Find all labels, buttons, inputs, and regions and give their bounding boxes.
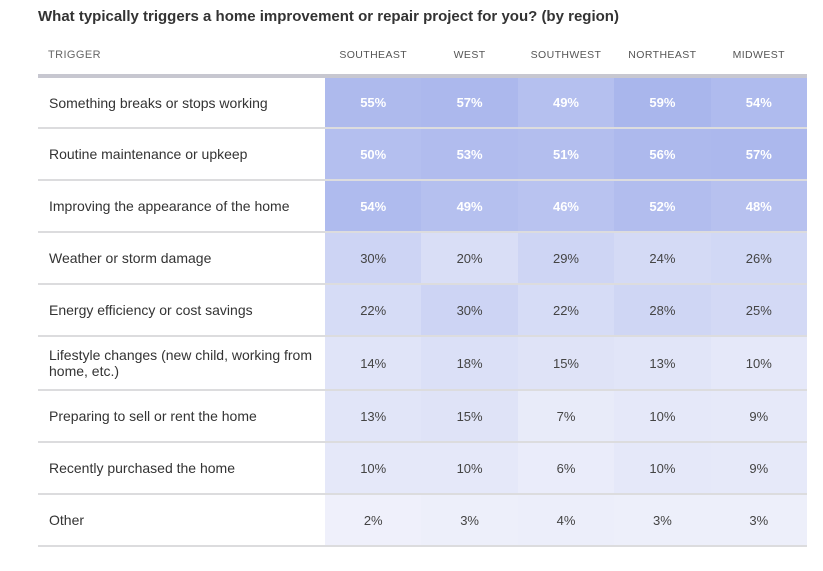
heat-cell: 51%	[517, 128, 615, 180]
trigger-label: Something breaks or stops working	[49, 94, 268, 111]
heat-cell: 48%	[710, 180, 807, 232]
column-header-west: WEST	[453, 49, 486, 61]
trigger-label: Preparing to sell or rent the home	[49, 408, 257, 424]
trigger-label: Energy efficiency or cost savings	[49, 302, 253, 318]
heat-cell: 57%	[421, 76, 518, 128]
column-header-southeast: SOUTHEAST	[339, 49, 408, 61]
heat-cell: 59%	[614, 76, 711, 128]
heat-cell: 49%	[421, 180, 518, 232]
heat-cell: 9%	[710, 442, 807, 494]
table-row: Lifestyle changes (new child, working fr…	[38, 336, 807, 390]
heat-cell: 6%	[517, 442, 615, 494]
heat-cell: 10%	[614, 390, 711, 442]
heat-cell: 14%	[325, 336, 422, 390]
heat-cell: 56%	[614, 128, 711, 180]
trigger-label: Improving the appearance of the home	[49, 198, 290, 214]
trigger-label: Lifestyle changes (new child, working fr…	[49, 347, 313, 379]
heat-cell: 13%	[614, 336, 711, 390]
trigger-label: Other	[49, 512, 85, 528]
heat-cell: 9%	[710, 390, 807, 442]
table-row: Routine maintenance or upkeep 50% 53% 51% 56…	[38, 128, 807, 180]
column-header-northeast: NORTHEAST	[628, 49, 697, 61]
table-row: Recently purchased the home 10% 10% 6% 10% 9%	[38, 442, 807, 494]
heatmap-table: TRIGGER SOUTHEAST WEST SOUTHWEST NORTHEAST M…	[38, 36, 807, 547]
table-row: Other 2% 3% 4% 3% 3%	[38, 494, 807, 546]
heat-cell: 46%	[517, 180, 615, 232]
heat-cell: 10%	[325, 442, 422, 494]
column-header-midwest: MIDWEST	[732, 49, 785, 61]
heat-cell: 50%	[325, 128, 422, 180]
heat-cell: 7%	[517, 390, 615, 442]
heat-cell: 22%	[517, 284, 615, 336]
heat-cell: 30%	[325, 232, 422, 284]
heat-cell: 30%	[421, 284, 518, 336]
heat-cell: 54%	[710, 76, 807, 128]
heat-cell: 4%	[517, 494, 615, 546]
heat-cell: 24%	[614, 232, 711, 284]
heat-cell: 28%	[614, 284, 711, 336]
heat-cell: 18%	[421, 336, 518, 390]
heat-cell: 3%	[421, 494, 518, 546]
heat-cell: 2%	[325, 494, 422, 546]
heat-cell: 57%	[710, 128, 807, 180]
table-row: Something breaks or stops working 55% 57% 4…	[38, 76, 807, 128]
heat-cell: 29%	[517, 232, 615, 284]
heat-cell: 15%	[517, 336, 615, 390]
heat-cell: 53%	[421, 128, 518, 180]
heat-cell: 49%	[517, 76, 615, 128]
table-row: Weather or storm damage 30% 20% 29% 24% 26%	[38, 232, 807, 284]
heat-cell: 15%	[421, 390, 518, 442]
heat-cell: 54%	[325, 180, 422, 232]
column-header-southwest: SOUTHWEST	[530, 49, 602, 61]
trigger-label: Routine maintenance or upkeep	[49, 146, 248, 162]
heat-cell: 3%	[710, 494, 807, 546]
heat-cell: 22%	[325, 284, 422, 336]
heat-cell: 10%	[710, 336, 807, 390]
header-row: TRIGGER SOUTHEAST WEST SOUTHWEST NORTHEAST M…	[38, 36, 807, 76]
trigger-label: Weather or storm damage	[49, 250, 212, 266]
heat-cell: 52%	[614, 180, 711, 232]
heat-cell: 13%	[325, 390, 422, 442]
row-header: TRIGGER	[48, 49, 101, 61]
heat-cell: 55%	[325, 76, 422, 128]
table-row: Energy efficiency or cost savings 22% 30% 2…	[38, 284, 807, 336]
heat-cell: 10%	[421, 442, 518, 494]
heat-cell: 20%	[421, 232, 518, 284]
heat-cell: 26%	[710, 232, 807, 284]
chart-title: What typically triggers a home improveme…	[38, 8, 619, 25]
trigger-label: Recently purchased the home	[49, 460, 235, 476]
table-row: Preparing to sell or rent the home 13% 15%…	[38, 390, 807, 442]
heat-cell: 25%	[710, 284, 807, 336]
heat-cell: 3%	[614, 494, 711, 546]
table-row: Improving the appearance of the home 54% 4…	[38, 180, 807, 232]
heat-cell: 10%	[614, 442, 711, 494]
